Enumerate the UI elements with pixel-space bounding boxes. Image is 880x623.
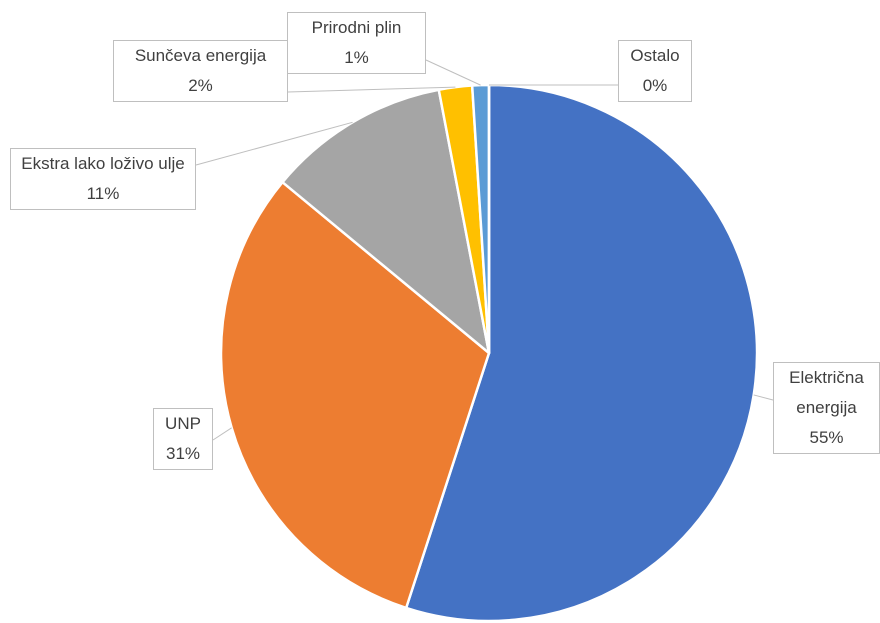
leader-line bbox=[425, 59, 481, 86]
label-value: 55% bbox=[809, 428, 844, 447]
data-label: Sunčeva energija 2% bbox=[113, 40, 288, 102]
pie-slice bbox=[219, 180, 491, 610]
label-category: Sunčeva energija bbox=[134, 46, 267, 65]
leader-line bbox=[287, 86, 456, 93]
leader-line bbox=[753, 394, 774, 401]
data-label: Električna energija 55% bbox=[773, 362, 880, 454]
label-value: 11% bbox=[86, 184, 120, 203]
leader-line bbox=[212, 427, 232, 441]
data-label: Ostalo 0% bbox=[618, 40, 692, 102]
data-label: Ekstra lako loživo ulje 11% bbox=[10, 148, 196, 210]
label-category: Prirodni plin bbox=[311, 18, 402, 37]
data-label: UNP 31% bbox=[153, 408, 213, 470]
data-label: Prirodni plin 1% bbox=[287, 12, 426, 74]
label-category: Ekstra lako loživo ulje bbox=[21, 154, 185, 173]
label-value: 31% bbox=[165, 444, 201, 463]
label-category: UNP bbox=[165, 414, 201, 433]
label-value: 0% bbox=[642, 76, 668, 95]
label-category: Ostalo bbox=[630, 46, 680, 65]
label-value: 1% bbox=[344, 48, 369, 67]
label-category: Električna energija bbox=[789, 368, 864, 417]
label-value: 2% bbox=[188, 76, 213, 95]
leader-line bbox=[195, 121, 353, 166]
